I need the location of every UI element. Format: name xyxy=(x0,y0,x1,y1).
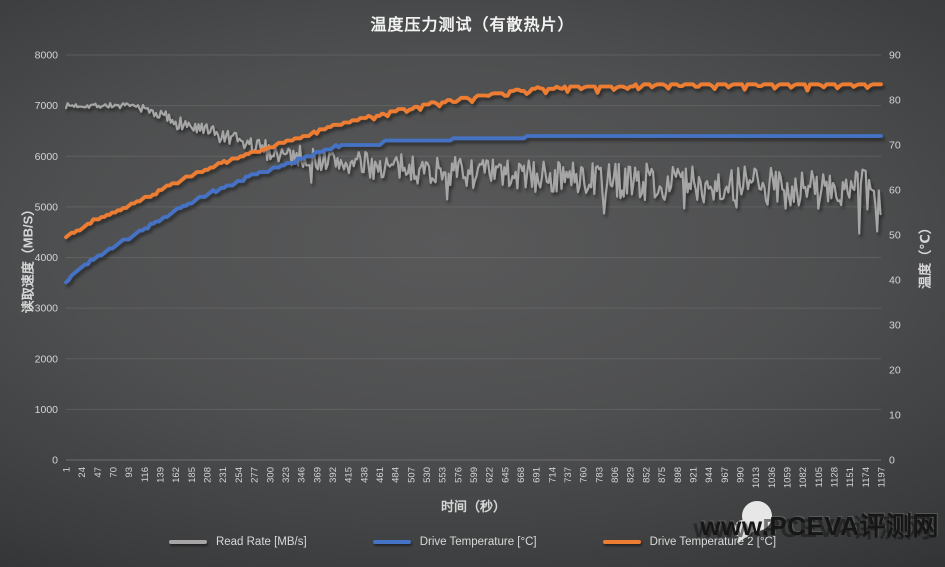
x-tick-label: 415 xyxy=(344,467,355,483)
x-tick-label: 599 xyxy=(469,467,480,483)
x-tick-label: 484 xyxy=(391,467,402,483)
x-tick-label: 185 xyxy=(187,467,198,483)
x-tick-label: 93 xyxy=(124,467,135,478)
y-tick-label-left: 6000 xyxy=(35,151,59,163)
y-tick-label-right: 30 xyxy=(889,320,901,332)
y-axis-title-left: 读取速度（MB/S） xyxy=(20,202,36,314)
legend-label-drive_temp: Drive Temperature [°C] xyxy=(419,536,537,548)
x-tick-label: 622 xyxy=(485,467,496,483)
x-tick-label: 277 xyxy=(250,467,261,483)
x-tick-label: 645 xyxy=(500,467,511,483)
x-tick-label: 47 xyxy=(93,467,104,478)
x-tick-label: 875 xyxy=(657,467,668,483)
y-tick-label-right: 80 xyxy=(889,95,901,107)
legend-label-drive_temp_2: Drive Temperature 2 [°C] xyxy=(649,536,777,548)
x-tick-label: 944 xyxy=(704,467,715,483)
x-tick-label: 691 xyxy=(532,467,543,483)
series-line-drive_temp_2 xyxy=(64,82,883,240)
x-tick-label: 346 xyxy=(297,467,308,483)
x-tick-label: 806 xyxy=(610,467,621,483)
y-tick-label-right: 90 xyxy=(889,50,901,62)
legend-item-drive_temp: Drive Temperature [°C] xyxy=(372,536,537,548)
x-tick-label: 1128 xyxy=(829,467,840,487)
y-tick-label-left: 5000 xyxy=(35,201,59,213)
y-tick-label-right: 70 xyxy=(889,140,901,152)
y-tick-label-right: 0 xyxy=(889,455,895,467)
x-tick-label: 24 xyxy=(77,467,88,478)
legend-item-drive_temp_2: Drive Temperature 2 [°C] xyxy=(602,536,777,548)
x-tick-label: 714 xyxy=(547,467,558,483)
x-tick-label: 323 xyxy=(281,467,292,483)
x-tick-label: 1059 xyxy=(782,467,793,488)
y-tick-label-right: 40 xyxy=(889,275,901,287)
y-tick-label-left: 7000 xyxy=(35,100,59,112)
y-tick-label-left: 3000 xyxy=(35,303,59,315)
x-tick-label: 70 xyxy=(109,467,120,478)
legend-swatch-drive_temp_2 xyxy=(602,540,641,544)
x-tick-label: 921 xyxy=(688,467,699,483)
y-axis-title-right: 温度（℃） xyxy=(917,221,933,289)
x-tick-label: 967 xyxy=(720,467,731,483)
watermark-text: www.PCEVA评测网 xyxy=(700,511,939,541)
watermark: www.PCEVA评测网 xyxy=(700,501,939,543)
series-line-read_rate xyxy=(64,102,882,235)
x-axis-title: 时间（秒） xyxy=(440,499,506,514)
y-tick-label-left: 8000 xyxy=(35,50,59,62)
x-tick-label: 852 xyxy=(641,467,652,483)
x-tick-label: 231 xyxy=(218,467,229,483)
x-tick-label: 116 xyxy=(140,467,151,482)
x-tick-label: 1174 xyxy=(861,467,872,487)
x-tick-label: 990 xyxy=(735,467,746,483)
y-tick-label-right: 50 xyxy=(889,230,901,242)
x-tick-label: 254 xyxy=(234,467,245,483)
y-tick-label-right: 10 xyxy=(889,410,901,422)
y-tick-label-right: 60 xyxy=(889,185,901,197)
x-tick-label: 783 xyxy=(594,467,605,483)
legend-swatch-read_rate xyxy=(168,540,207,544)
chat-bubbles-icon xyxy=(730,499,782,550)
legend-swatch-drive_temp xyxy=(372,540,411,544)
x-tick-label: 1197 xyxy=(877,467,888,487)
series-line-drive_temp xyxy=(64,134,883,285)
x-tick-label: 1082 xyxy=(798,467,809,488)
x-tick-label: 461 xyxy=(375,467,386,483)
y-tick-label-left: 0 xyxy=(52,455,58,467)
legend: Read Rate [MB/s] Drive Temperature [°C] Dr… xyxy=(0,536,945,548)
x-tick-label: 530 xyxy=(422,467,433,483)
y-tick-label-right: 20 xyxy=(889,365,901,377)
x-tick-label: 829 xyxy=(626,467,637,483)
x-tick-label: 760 xyxy=(579,467,590,483)
x-tick-label: 668 xyxy=(516,467,527,483)
legend-label-read_rate: Read Rate [MB/s] xyxy=(215,536,307,548)
x-tick-label: 553 xyxy=(438,467,449,483)
x-tick-label: 369 xyxy=(312,467,323,483)
x-tick-label: 392 xyxy=(328,467,339,483)
x-tick-label: 300 xyxy=(265,467,276,483)
x-tick-label: 1036 xyxy=(767,467,778,488)
y-tick-label-left: 4000 xyxy=(35,252,59,264)
x-tick-label: 576 xyxy=(453,467,464,483)
x-tick-label: 139 xyxy=(156,467,167,483)
y-tick-label-left: 2000 xyxy=(35,353,59,365)
x-tick-label: 507 xyxy=(406,467,417,483)
x-tick-label: 898 xyxy=(673,467,684,483)
x-tick-label: 737 xyxy=(563,467,574,483)
x-tick-label: 208 xyxy=(203,467,214,483)
x-tick-label: 1 xyxy=(62,467,73,472)
x-tick-label: 1151 xyxy=(845,467,856,487)
legend-item-read_rate: Read Rate [MB/s] xyxy=(168,536,307,548)
x-tick-label: 162 xyxy=(171,467,182,483)
x-tick-label: 1013 xyxy=(751,467,762,488)
y-tick-label-left: 1000 xyxy=(35,404,59,416)
chart-title: 温度压力测试（有散热片） xyxy=(370,17,575,34)
x-tick-label: 438 xyxy=(359,467,370,483)
x-tick-label: 1105 xyxy=(814,467,825,487)
